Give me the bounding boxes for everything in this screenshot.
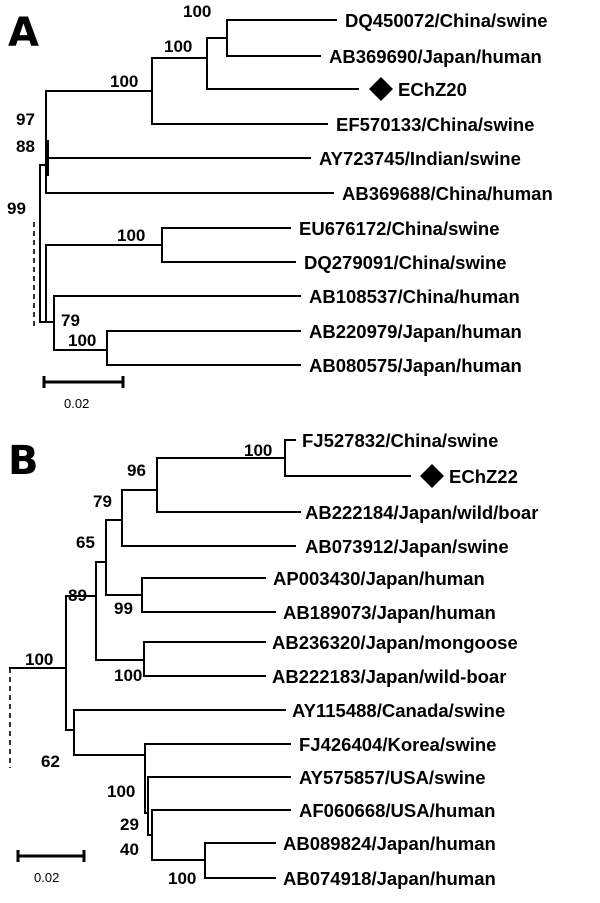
panel-b-taxon: AF060668/USA/human [299, 800, 495, 821]
panel-b-taxon: AY575857/USA/swine [299, 767, 485, 788]
bootstrap-value: 99 [7, 199, 26, 218]
panel-b-scale-bar: 0.02 [16, 850, 86, 885]
panel-a-taxa: DQ450072/China/swine AB369690/Japan/huma… [299, 10, 553, 376]
panel-b-taxon: AB222184/Japan/wild/boar [305, 502, 538, 523]
panel-b-taxon-marked: EChZ22 [449, 466, 518, 487]
bootstrap-value: 100 [164, 37, 192, 56]
panel-b-taxon: AB089824/Japan/human [283, 833, 496, 854]
panel-a-scale-bar: 0.02 [42, 376, 125, 411]
bootstrap-value: 100 [68, 331, 96, 350]
bootstrap-value: 100 [168, 869, 196, 888]
panel-b-taxon: FJ426404/Korea/swine [299, 734, 496, 755]
bootstrap-value: 62 [41, 752, 60, 771]
panel-a-taxon: AB369688/China/human [342, 183, 553, 204]
bootstrap-value: 100 [110, 72, 138, 91]
panel-b-marker-diamond [420, 464, 444, 488]
panel-a-taxon: AY723745/Indian/swine [319, 148, 521, 169]
panel-b-bootstrap-values: 100 96 79 65 89 99 100 100 62 100 29 40 … [25, 441, 272, 888]
panel-a-taxon: EU676172/China/swine [299, 218, 500, 239]
panel-a-taxon-marked: EChZ20 [398, 79, 467, 100]
panel-a-taxon: AB369690/Japan/human [329, 46, 542, 67]
panel-a-taxon: DQ450072/China/swine [345, 10, 548, 31]
panel-b-taxon: AB236320/Japan/mongoose [272, 632, 518, 653]
bootstrap-value: 100 [107, 782, 135, 801]
bootstrap-value: 79 [93, 492, 112, 511]
bootstrap-value: 99 [114, 599, 133, 618]
bootstrap-value: 97 [16, 110, 35, 129]
panel-b-taxon: AB073912/Japan/swine [305, 536, 509, 557]
bootstrap-value: 100 [114, 666, 142, 685]
panel-b-branches [9, 439, 411, 879]
panel-a-bootstrap-values: 100 100 100 97 88 99 100 79 100 [7, 2, 211, 350]
panel-b-taxon: AP003430/Japan/human [273, 568, 485, 589]
panel-b-taxon: FJ527832/China/swine [302, 430, 498, 451]
scale-bar-label: 0.02 [64, 396, 89, 411]
bootstrap-value: 79 [61, 311, 80, 330]
panel-a-tree: A [7, 2, 553, 411]
bootstrap-value: 40 [120, 840, 139, 859]
panel-b-label: B [8, 438, 39, 484]
bootstrap-value: 29 [120, 815, 139, 834]
panel-a-taxon: AB080575/Japan/human [309, 355, 522, 376]
panel-a-taxon: AB108537/China/human [309, 286, 520, 307]
bootstrap-value: 65 [76, 533, 95, 552]
panel-a-branches [33, 19, 359, 366]
panel-b-taxon: AB074918/Japan/human [283, 868, 496, 889]
panel-b-taxon: AB222183/Japan/wild-boar [272, 666, 506, 687]
panel-a-marker-diamond [369, 77, 393, 101]
bootstrap-value: 100 [183, 2, 211, 21]
panel-b-tree: B [8, 430, 538, 889]
bootstrap-value: 100 [117, 226, 145, 245]
panel-b-taxon: AB189073/Japan/human [283, 602, 496, 623]
bootstrap-value: 96 [127, 461, 146, 480]
panel-a-taxon: AB220979/Japan/human [309, 321, 522, 342]
scale-bar-label: 0.02 [34, 870, 59, 885]
bootstrap-value: 100 [25, 650, 53, 669]
panel-b-taxon: AY115488/Canada/swine [292, 700, 505, 721]
panel-a-taxon: EF570133/China/swine [336, 114, 534, 135]
bootstrap-value: 100 [244, 441, 272, 460]
panel-a-taxon: DQ279091/China/swine [304, 252, 507, 273]
bootstrap-value: 88 [16, 137, 35, 156]
bootstrap-value: 89 [68, 586, 87, 605]
panel-a-label: A [8, 10, 39, 56]
panel-b-taxa: FJ527832/China/swine EChZ22 AB222184/Jap… [272, 430, 538, 889]
